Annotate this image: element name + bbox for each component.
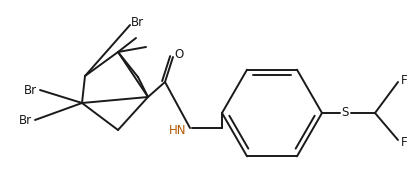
Text: S: S <box>341 106 349 120</box>
Text: Br: Br <box>24 83 37 97</box>
Text: F: F <box>401 73 407 87</box>
Text: HN: HN <box>169 124 186 138</box>
Text: O: O <box>174 48 184 62</box>
Text: Br: Br <box>19 114 31 126</box>
Text: Br: Br <box>131 15 144 29</box>
Text: F: F <box>401 135 407 149</box>
